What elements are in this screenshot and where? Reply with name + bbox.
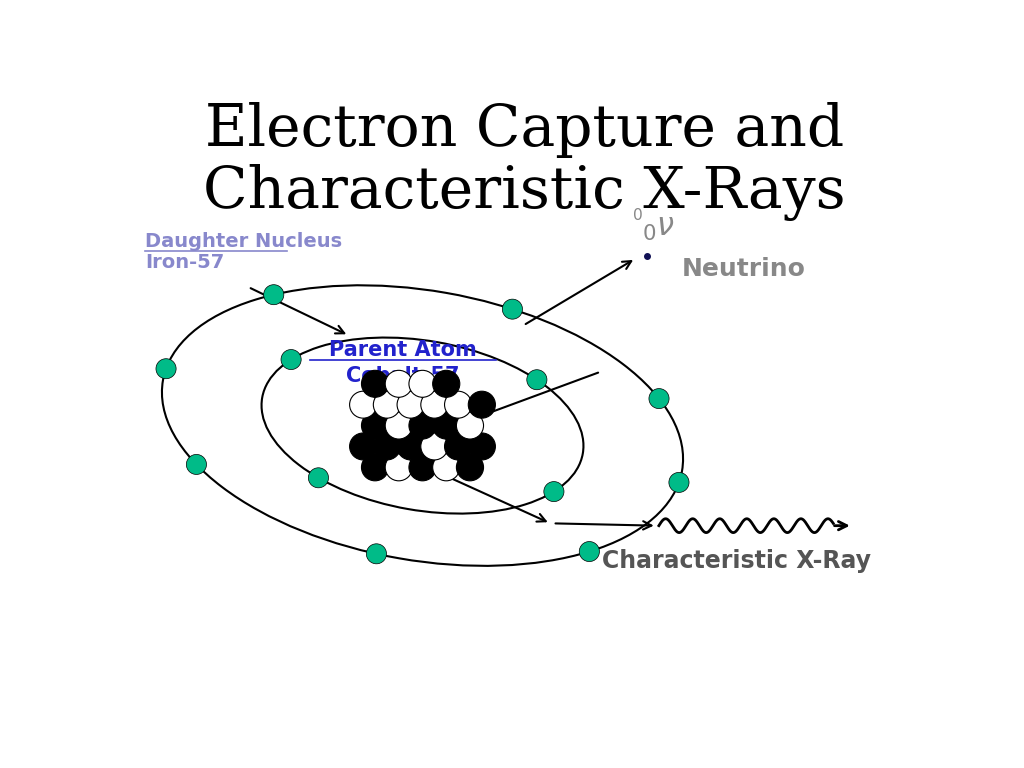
Circle shape <box>649 389 669 409</box>
Text: Electron Capture and: Electron Capture and <box>205 102 845 158</box>
Circle shape <box>397 433 424 460</box>
Text: Characteristic X-Ray: Characteristic X-Ray <box>602 549 870 573</box>
Circle shape <box>444 391 472 418</box>
Circle shape <box>349 433 377 460</box>
Text: Neutrino: Neutrino <box>682 257 806 281</box>
Text: Parent Atom: Parent Atom <box>330 340 477 360</box>
Circle shape <box>433 370 460 397</box>
Circle shape <box>409 370 436 397</box>
Circle shape <box>457 454 483 481</box>
Circle shape <box>468 391 496 418</box>
Text: $^{0}$: $^{0}$ <box>632 209 643 230</box>
Circle shape <box>374 433 400 460</box>
Circle shape <box>669 472 689 492</box>
Circle shape <box>409 412 436 439</box>
Circle shape <box>361 412 388 439</box>
Circle shape <box>308 468 329 488</box>
Circle shape <box>367 544 386 564</box>
Circle shape <box>385 370 413 397</box>
Circle shape <box>281 349 301 369</box>
Text: Characteristic X-Rays: Characteristic X-Rays <box>204 164 846 220</box>
Circle shape <box>361 370 388 397</box>
Circle shape <box>385 454 413 481</box>
Text: Iron-57: Iron-57 <box>145 253 224 273</box>
Circle shape <box>421 433 447 460</box>
Circle shape <box>361 454 388 481</box>
Circle shape <box>385 412 413 439</box>
Circle shape <box>349 391 377 418</box>
Circle shape <box>580 541 599 561</box>
Circle shape <box>503 300 522 319</box>
Circle shape <box>544 482 564 502</box>
Circle shape <box>444 433 472 460</box>
Circle shape <box>457 412 483 439</box>
Circle shape <box>186 455 207 475</box>
Circle shape <box>421 391 447 418</box>
Text: Daughter Nucleus: Daughter Nucleus <box>145 232 342 251</box>
Circle shape <box>374 391 400 418</box>
Circle shape <box>526 369 547 389</box>
Circle shape <box>263 285 284 305</box>
Circle shape <box>409 454 436 481</box>
Text: $_{0}\nu$: $_{0}\nu$ <box>642 212 675 243</box>
Circle shape <box>433 454 460 481</box>
Circle shape <box>397 391 424 418</box>
Circle shape <box>433 412 460 439</box>
Circle shape <box>156 359 176 379</box>
Text: Cobalt-57: Cobalt-57 <box>346 366 460 386</box>
Circle shape <box>468 433 496 460</box>
